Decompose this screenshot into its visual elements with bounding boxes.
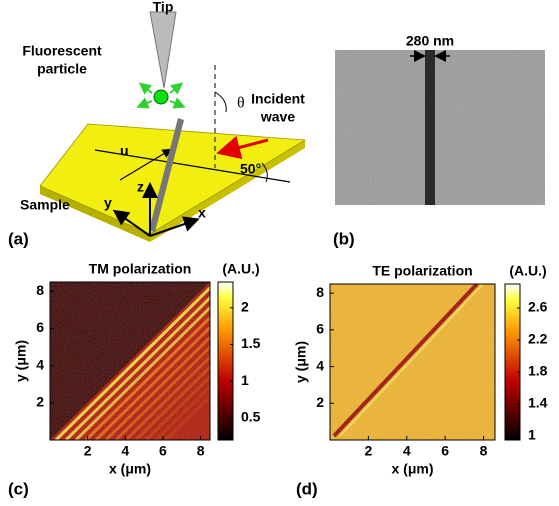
panel-label: (d) xyxy=(296,479,318,498)
y-tick-label: 8 xyxy=(316,284,324,300)
colorbar-tick-label: 1.5 xyxy=(241,335,261,351)
heatmap-panel: 2 4 6 8 2 4 6 8 1 1.4 1.8 2.2 2.6 TE polarization (A.U… xyxy=(293,263,548,499)
colorbar-tick-label: 2 xyxy=(241,298,249,314)
colorbar-tick-label: 1 xyxy=(241,372,249,388)
tip xyxy=(149,11,177,89)
y-tick-label: 4 xyxy=(36,356,44,372)
colorbar-tick-label: 1.8 xyxy=(528,363,548,379)
colorbar-tick-label: 1 xyxy=(528,427,536,443)
emission xyxy=(136,82,186,109)
slit xyxy=(149,118,184,232)
y-axis-label: y (μm) xyxy=(13,340,29,382)
particle-label: particle xyxy=(37,61,87,77)
panel-a: Tip Fluorescent particle Incident wave θ… xyxy=(8,0,307,248)
width-label: 280 nm xyxy=(406,33,454,49)
u-label: u xyxy=(120,143,129,159)
map-title: TM polarization xyxy=(89,261,192,277)
slit xyxy=(425,50,435,205)
x-tick-label: 6 xyxy=(441,443,449,459)
u-arrow xyxy=(119,148,173,181)
colorbar-tick-label: 2.2 xyxy=(528,331,548,347)
angle-arc xyxy=(214,91,227,113)
sem-texture xyxy=(335,50,545,205)
incident-label: Incident xyxy=(251,91,305,107)
y-tick-label: 2 xyxy=(316,394,324,410)
x-tick-label: 4 xyxy=(403,443,411,459)
incident-arrow xyxy=(216,135,269,160)
incident-label: wave xyxy=(260,109,295,125)
panel-label: (b) xyxy=(333,229,355,248)
x-tick-label: 2 xyxy=(84,443,92,459)
colorbar xyxy=(504,283,521,441)
panel-label: (c) xyxy=(8,479,29,498)
z-label: z xyxy=(137,179,144,195)
heatmap-panel: 2 4 6 8 2 4 6 8 0.5 1 1.5 2 TM polarization (A.U.) x (… xyxy=(8,261,261,499)
colorbar-tick-label: 1.4 xyxy=(528,395,548,411)
colorbar-tick-label: 0.5 xyxy=(241,409,261,425)
y-tick-label: 4 xyxy=(316,357,324,373)
x-tick-label: 6 xyxy=(159,443,167,459)
sample-label: Sample xyxy=(20,197,70,213)
sample-edge xyxy=(40,186,150,242)
frame xyxy=(49,281,211,441)
angle-label: 50° xyxy=(240,161,261,177)
x-tick-label: 2 xyxy=(364,443,372,459)
line xyxy=(94,149,291,183)
y-tick-label: 8 xyxy=(36,282,44,298)
x-label: x xyxy=(198,205,206,221)
x-tick-label: 8 xyxy=(197,443,205,459)
frame xyxy=(329,283,496,441)
colorbar-unit: (A.U.) xyxy=(222,261,259,277)
heatmap xyxy=(330,284,495,440)
y-tick-label: 6 xyxy=(316,321,324,337)
x-tick-label: 8 xyxy=(480,443,488,459)
y-tick-label: 6 xyxy=(36,319,44,335)
heatmap-noise xyxy=(50,282,210,440)
particle-label: Fluorescent xyxy=(22,43,102,59)
y-axis xyxy=(112,209,151,237)
x-axis-label: x (μm) xyxy=(391,461,433,477)
angle-arc xyxy=(261,162,268,183)
heatmap-noise xyxy=(330,284,495,440)
theta-label: θ xyxy=(237,95,245,112)
map-title: TE polarization xyxy=(372,263,472,279)
x-axis-label: x (μm) xyxy=(109,461,151,477)
panel-label: (a) xyxy=(8,229,29,248)
colorbar-tick-label: 2.6 xyxy=(528,299,548,315)
y-label: y xyxy=(104,195,112,211)
x-axis xyxy=(149,216,200,237)
tip-label: Tip xyxy=(153,0,174,15)
colorbar xyxy=(217,281,234,441)
x-tick-label: 4 xyxy=(121,443,129,459)
heatmap xyxy=(50,282,210,440)
y-axis-label: y (μm) xyxy=(293,341,309,383)
colorbar-unit: (A.U.) xyxy=(509,263,546,279)
particle xyxy=(153,89,169,105)
y-tick-label: 2 xyxy=(36,394,44,410)
panel-b: 280 nm (b) xyxy=(333,33,545,248)
